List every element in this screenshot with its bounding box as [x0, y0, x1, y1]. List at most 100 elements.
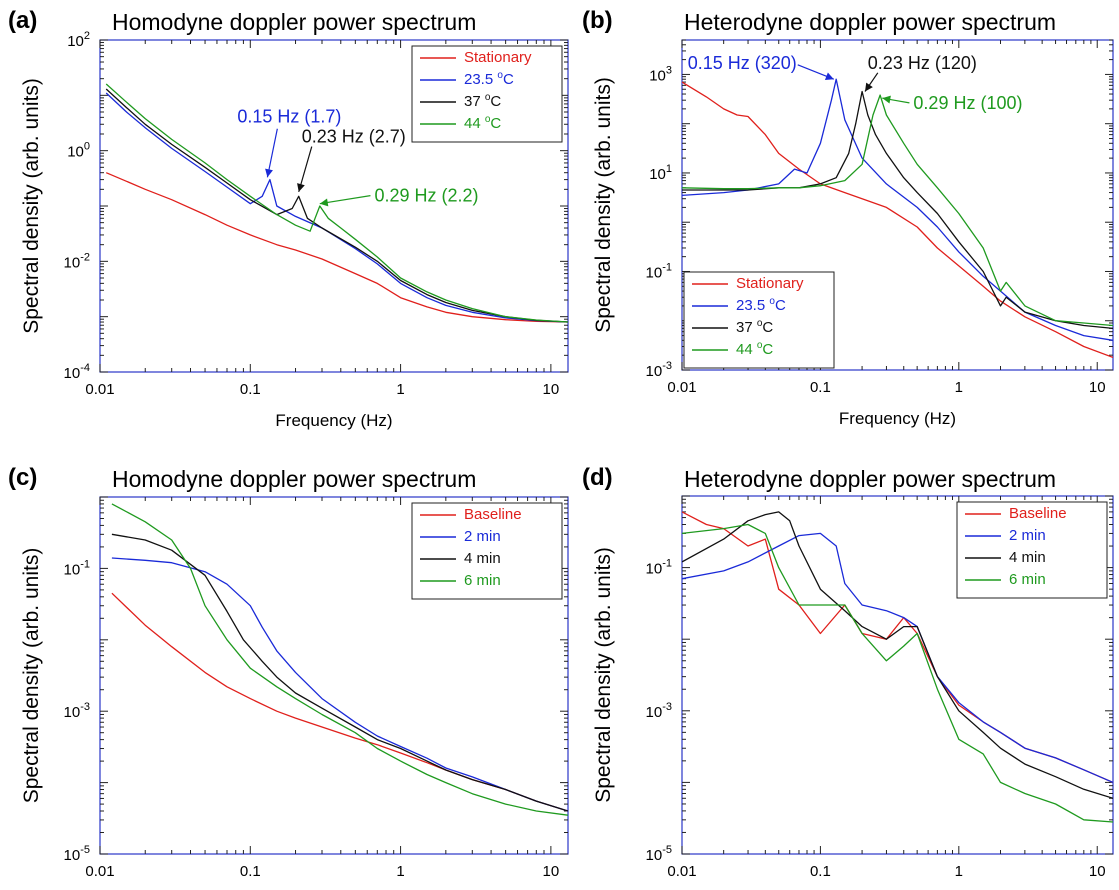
x-tick-label: 0.01 [85, 381, 114, 398]
legend-label: 4 min [1009, 549, 1046, 566]
legend-label: 44 oC [736, 340, 773, 358]
y-tick-base: 10 [64, 704, 81, 721]
y-tick-base: 10 [67, 33, 84, 50]
series-line-1 [682, 532, 1113, 783]
y-tick-base: 10 [646, 363, 663, 380]
panel-letter: (d) [582, 464, 613, 491]
peak-annotation: 0.29 Hz (2.2) [374, 186, 478, 206]
y-tick-exp: -1 [80, 558, 90, 570]
legend-label: Stationary [736, 275, 804, 292]
legend-name: Baseline [464, 506, 522, 523]
x-tick-label: 10 [1089, 379, 1106, 396]
legend-box [956, 501, 1108, 599]
x-axis-label: Frequency (Hz) [839, 409, 956, 428]
legend-label: Baseline [1009, 505, 1067, 522]
y-tick-label: 103 [649, 64, 672, 84]
y-axis-label: Spectral density (arb. units) [20, 548, 43, 804]
legend-name: Stationary [464, 49, 532, 66]
y-tick-base: 10 [649, 67, 666, 84]
legend-name: 6 min [1009, 571, 1046, 588]
legend-label: 44 oC [464, 114, 501, 132]
y-axis-label: Spectral density (arb. units) [592, 547, 615, 803]
series-line-3 [682, 523, 1113, 823]
series-line-2 [682, 511, 1113, 799]
y-tick-exp: 2 [84, 30, 90, 42]
x-tick-label: 1 [955, 379, 963, 396]
legend-name: 2 min [464, 528, 501, 545]
y-tick-base: 10 [646, 264, 663, 281]
x-tick-label: 1 [955, 863, 963, 880]
plot-frame [99, 496, 569, 855]
legend-name: 4 min [1009, 549, 1046, 566]
panel-d: (d) Heterodyne doppler power spectrum 0.01… [582, 464, 1114, 880]
legend-name: 4 min [464, 550, 501, 567]
celsius-c: C [490, 93, 501, 110]
y-axis-label: Spectral density (arb. units) [20, 78, 43, 334]
y-tick-label: 10-3 [64, 701, 90, 721]
legend-label: 37 oC [464, 92, 501, 110]
y-tick-base: 10 [646, 847, 663, 864]
x-axis-label: Frequency (Hz) [275, 411, 392, 430]
annotation-arrowhead [824, 72, 834, 80]
legend-name: 23.5 [736, 297, 769, 314]
y-tick-base: 10 [64, 365, 81, 382]
celsius-c: C [762, 319, 773, 336]
annotation-arrowhead [882, 95, 891, 104]
y-tick-exp: -2 [80, 251, 90, 263]
y-tick-exp: -1 [662, 261, 672, 273]
peak-annotation: 0.23 Hz (2.7) [302, 127, 406, 147]
x-tick-label: 0.01 [85, 863, 114, 880]
celsius-c: C [775, 297, 786, 314]
y-tick-label: 10-4 [64, 362, 90, 382]
legend: Baseline 2 min 4 min 6 min [411, 502, 563, 600]
legend-label: 6 min [1009, 571, 1046, 588]
series-group [682, 78, 1113, 359]
legend-label: 6 min [464, 572, 501, 589]
y-tick-exp: -1 [662, 558, 672, 570]
series-group [682, 511, 1113, 823]
y-tick-exp: -5 [80, 844, 90, 856]
panel-letter: (a) [8, 7, 37, 34]
peak-annotation: 0.15 Hz (320) [688, 53, 797, 73]
y-tick-label: 10-1 [646, 261, 672, 281]
y-tick-base: 10 [64, 847, 81, 864]
legend-label: 2 min [1009, 527, 1046, 544]
series-line-3 [105, 83, 568, 323]
legend-name: 2 min [1009, 527, 1046, 544]
series-line-2 [105, 88, 568, 323]
y-tick-base: 10 [646, 704, 663, 721]
y-tick-exp: 0 [84, 141, 90, 153]
legend-name: 37 [464, 93, 485, 110]
degree-sign: o [497, 70, 503, 81]
y-tick-label: 100 [67, 141, 90, 161]
celsius-c: C [490, 115, 501, 132]
series-group [111, 503, 568, 816]
legend-label: Baseline [464, 506, 522, 523]
y-tick-label: 10-1 [646, 558, 672, 578]
legend-name: 37 [736, 319, 757, 336]
x-tick-label: 10 [543, 863, 560, 880]
legend-name: 6 min [464, 572, 501, 589]
legend-label: 23.5 oC [464, 70, 514, 88]
y-tick-label: 10-3 [646, 360, 672, 380]
legend-name: Baseline [1009, 505, 1067, 522]
series-line-0 [682, 81, 1113, 359]
legend-label: Stationary [464, 49, 532, 66]
x-tick-label: 1 [396, 381, 404, 398]
x-tick-label: 0.1 [240, 863, 261, 880]
y-tick-base: 10 [649, 166, 666, 183]
series-line-3 [682, 94, 1113, 327]
y-tick-label: 10-1 [64, 558, 90, 578]
panel-title: Heterodyne doppler power spectrum [684, 466, 1056, 492]
series-line-0 [111, 592, 568, 812]
x-tick-label: 0.01 [667, 379, 696, 396]
series-line-2 [111, 533, 568, 812]
x-tick-label: 0.1 [810, 379, 831, 396]
panel-title: Homodyne doppler power spectrum [112, 9, 476, 35]
annotation-arrow [266, 128, 278, 178]
x-tick-label: 0.1 [810, 863, 831, 880]
y-tick-exp: -3 [662, 701, 672, 713]
y-tick-label: 101 [649, 163, 672, 183]
